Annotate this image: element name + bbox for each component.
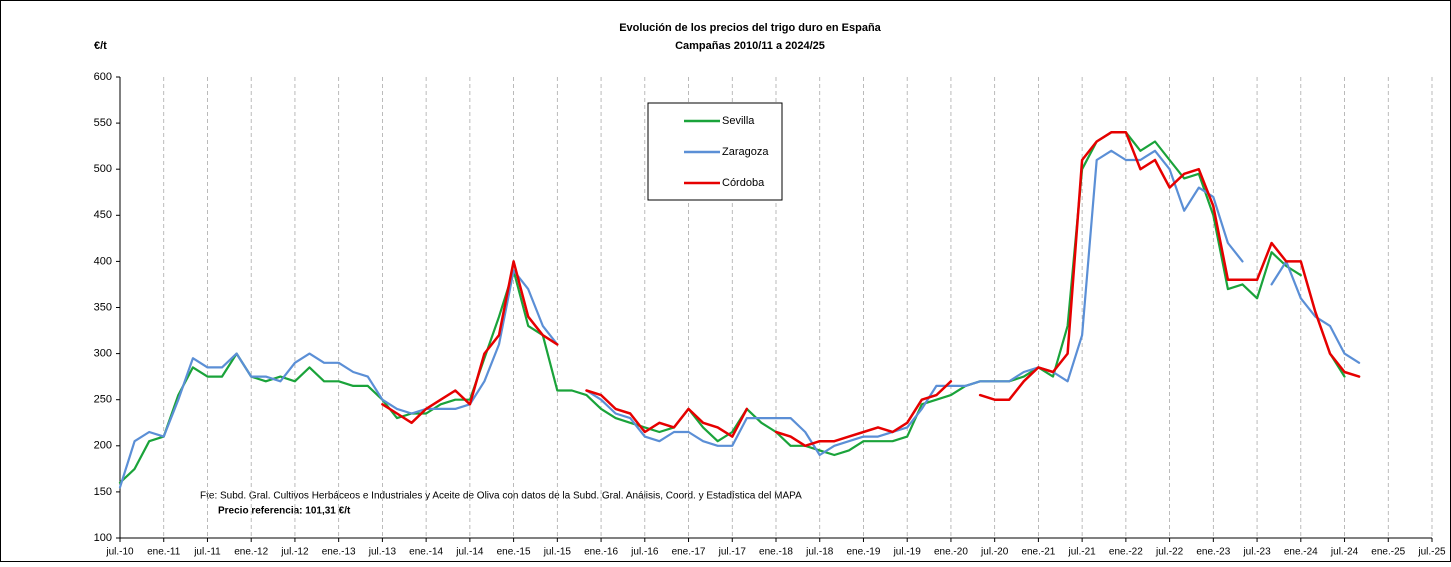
x-tick-label: ene.-23 [1196, 547, 1230, 558]
x-tick-label: jul.-25 [1417, 547, 1446, 558]
x-tick-label: ene.-12 [234, 547, 268, 558]
y-tick-label: 250 [94, 394, 112, 406]
x-tick-label: ene.-25 [1371, 547, 1405, 558]
x-tick-label: ene.-22 [1109, 547, 1143, 558]
x-tick-label: jul.-23 [1242, 547, 1271, 558]
x-tick-label: jul.-19 [893, 547, 922, 558]
x-tick-label: ene.-11 [147, 547, 181, 558]
source-note: Fte: Subd. Gral. Cultivos Herbáceos e In… [200, 491, 802, 502]
legend-label: Zaragoza [722, 146, 769, 158]
x-tick-label: ene.-21 [1021, 547, 1055, 558]
y-tick-label: 600 [94, 71, 112, 83]
x-tick-label: jul.-12 [280, 547, 309, 558]
x-tick-label: jul.-21 [1068, 547, 1097, 558]
x-tick-label: jul.-13 [368, 547, 397, 558]
reference-note: Precio referencia: 101,31 €/t [218, 506, 351, 517]
legend-label: Córdoba [722, 177, 765, 189]
x-tick-label: ene.-14 [409, 547, 443, 558]
chart-subtitle: Campañas 2010/11 a 2024/25 [675, 40, 825, 52]
x-tick-label: jul.-17 [718, 547, 747, 558]
y-tick-label: 200 [94, 440, 112, 452]
x-tick-label: ene.-20 [934, 547, 968, 558]
x-tick-label: jul.-10 [105, 547, 134, 558]
x-tick-label: ene.-16 [584, 547, 618, 558]
y-tick-label: 400 [94, 255, 112, 267]
x-tick-label: ene.-15 [497, 547, 531, 558]
legend-label: Sevilla [722, 115, 755, 127]
chart-title: Evolución de los precios del trigo duro … [619, 22, 881, 34]
series-line [381, 131, 1361, 448]
y-tick-label: 350 [94, 301, 112, 313]
y-tick-label: 100 [94, 532, 112, 544]
y-tick-label: 450 [94, 209, 112, 221]
y-tick-label: 300 [94, 348, 112, 360]
x-tick-label: jul.-20 [980, 547, 1009, 558]
x-tick-label: jul.-11 [193, 547, 221, 558]
x-tick-label: jul.-16 [630, 547, 659, 558]
x-tick-label: ene.-18 [759, 547, 793, 558]
x-tick-label: ene.-13 [322, 547, 356, 558]
y-tick-label: 550 [94, 117, 112, 129]
y-tick-label: 150 [94, 486, 112, 498]
x-tick-label: ene.-24 [1284, 547, 1318, 558]
x-tick-label: ene.-19 [847, 547, 881, 558]
x-tick-label: jul.-15 [543, 547, 572, 558]
x-tick-label: jul.-14 [455, 547, 484, 558]
x-tick-label: jul.-18 [805, 547, 834, 558]
x-tick-label: jul.-22 [1155, 547, 1184, 558]
y-tick-label: 500 [94, 163, 112, 175]
x-tick-label: jul.-24 [1330, 547, 1359, 558]
x-tick-label: ene.-17 [672, 547, 706, 558]
y-axis-label: €/t [94, 40, 107, 52]
